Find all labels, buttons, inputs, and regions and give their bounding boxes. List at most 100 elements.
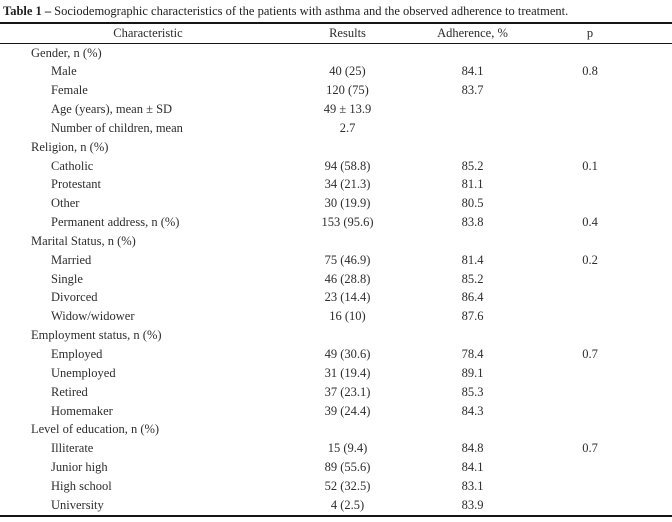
row-adherence	[415, 43, 530, 62]
row-p	[530, 81, 672, 100]
row-label: Other	[51, 196, 80, 211]
column-header-characteristic: Characteristic	[0, 23, 280, 44]
row-adherence	[415, 138, 530, 157]
row-label: Single	[51, 271, 83, 286]
row-label: Male	[51, 64, 77, 79]
row-results	[280, 138, 415, 157]
table-row: Protestant 34 (21.3) 81.1	[0, 175, 672, 194]
row-p: 0.8	[582, 64, 598, 79]
row-adherence	[415, 420, 530, 439]
row-results: 2.7	[339, 120, 356, 135]
row-label: Catholic	[51, 158, 94, 173]
row-results: 49 ± 13.9	[323, 102, 372, 117]
row-p	[530, 496, 672, 516]
table-section-row: Religion, n (%)	[0, 138, 672, 157]
table-section-row: Level of education, n (%)	[0, 420, 672, 439]
table-row: Number of children, mean 2.7	[0, 119, 672, 138]
row-adherence: 83.9	[461, 497, 484, 512]
row-results: 120 (75)	[326, 83, 369, 98]
row-adherence: 81.1	[461, 177, 484, 192]
row-adherence: 84.3	[461, 403, 484, 418]
row-results: 52 (32.5)	[324, 478, 371, 493]
table-section-row: Employment status, n (%)	[0, 326, 672, 345]
row-label: Protestant	[51, 177, 101, 192]
row-label: Age (years), mean ± SD	[51, 102, 173, 117]
row-adherence	[415, 100, 530, 119]
sociodemographic-table: Characteristic Results Adherence, % p Ge…	[0, 22, 672, 517]
row-adherence: 80.5	[461, 196, 484, 211]
table-row: Age (years), mean ± SD 49 ± 13.9	[0, 100, 672, 119]
row-label: High school	[51, 478, 112, 493]
row-p	[530, 175, 672, 194]
table-row: Other 30 (19.9) 80.5	[0, 194, 672, 213]
row-results: 49 (30.6)	[324, 347, 371, 361]
row-results	[280, 420, 415, 439]
row-results: 39 (24.4)	[324, 403, 371, 418]
row-results	[280, 43, 415, 62]
table-caption-text: Sociodemographic characteristics of the …	[54, 4, 569, 18]
row-p: 0.7	[582, 441, 598, 456]
row-label: Illiterate	[51, 441, 94, 456]
table-row: Female 120 (75) 83.7	[0, 81, 672, 100]
table-row: Permanent address, n (%) 153 (95.6) 83.8 0.…	[0, 213, 672, 232]
row-adherence: 83.1	[461, 478, 484, 493]
row-results: 16 (10)	[329, 309, 366, 324]
column-header-p: p	[530, 23, 672, 44]
table-row: Retired 37 (23.1) 85.3	[0, 383, 672, 402]
table-row: University 4 (2.5) 83.9	[0, 496, 672, 516]
row-label: Widow/widower	[51, 309, 135, 324]
row-results: 89 (55.6)	[324, 460, 371, 475]
row-adherence: 83.7	[461, 83, 484, 98]
row-results: 15 (9.4)	[327, 441, 368, 456]
row-results: 153 (95.6)	[321, 215, 374, 230]
header-row: Characteristic Results Adherence, % p	[0, 23, 672, 44]
row-label: Homemaker	[51, 403, 113, 418]
table-row: Widow/widower 16 (10) 87.6	[0, 307, 672, 326]
row-p	[530, 270, 672, 289]
row-adherence: 85.2	[461, 271, 484, 286]
table-row: Catholic 94 (58.8) 85.2 0.1	[0, 157, 672, 176]
row-p	[530, 402, 672, 421]
row-label: Employment status, n (%)	[31, 328, 162, 343]
row-p	[530, 383, 672, 402]
row-adherence: 85.3	[461, 384, 484, 399]
row-label: Unemployed	[51, 365, 116, 380]
row-adherence	[415, 232, 530, 251]
row-adherence	[415, 326, 530, 345]
row-adherence	[415, 119, 530, 138]
row-p: 0.1	[582, 158, 598, 173]
row-results: 31 (19.4)	[324, 365, 371, 380]
table-row: Divorced 23 (14.4) 86.4	[0, 288, 672, 307]
row-results: 4 (2.5)	[330, 497, 365, 512]
table-row: Single 46 (28.8) 85.2	[0, 270, 672, 289]
row-adherence: 78.4	[461, 347, 484, 361]
row-p	[530, 43, 672, 62]
row-p	[530, 420, 672, 439]
row-p	[530, 100, 672, 119]
row-adherence: 84.1	[461, 460, 484, 475]
row-p	[530, 307, 672, 326]
table-row: Homemaker 39 (24.4) 84.3	[0, 402, 672, 421]
table-row: Male 40 (25) 84.1 0.8	[0, 62, 672, 81]
row-label: Level of education, n (%)	[31, 422, 160, 437]
row-label: Retired	[51, 384, 88, 399]
table-section-row: Marital Status, n (%)	[0, 232, 672, 251]
row-results: 94 (58.8)	[324, 158, 371, 173]
row-adherence: 83.8	[461, 215, 484, 230]
row-label: Junior high	[51, 460, 108, 475]
table-body: Gender, n (%) Male 40 (25) 84.1 0.8 Female 120…	[0, 43, 672, 516]
row-p	[530, 138, 672, 157]
row-label: Divorced	[51, 290, 98, 305]
table-row: Unemployed 31 (19.4) 89.1	[0, 364, 672, 383]
row-adherence: 81.4	[461, 252, 484, 267]
row-results: 23 (14.4)	[324, 290, 371, 305]
table-row: Married 75 (46.9) 81.4 0.2	[0, 251, 672, 270]
row-p: 0.2	[582, 252, 598, 267]
row-label: Permanent address, n (%)	[51, 215, 180, 230]
row-results: 46 (28.8)	[324, 271, 371, 286]
table-section-row: Gender, n (%)	[0, 43, 672, 62]
table-number: Table 1 –	[3, 4, 52, 18]
row-label: Gender, n (%)	[31, 45, 102, 60]
row-results	[280, 232, 415, 251]
row-results: 34 (21.3)	[324, 177, 371, 192]
